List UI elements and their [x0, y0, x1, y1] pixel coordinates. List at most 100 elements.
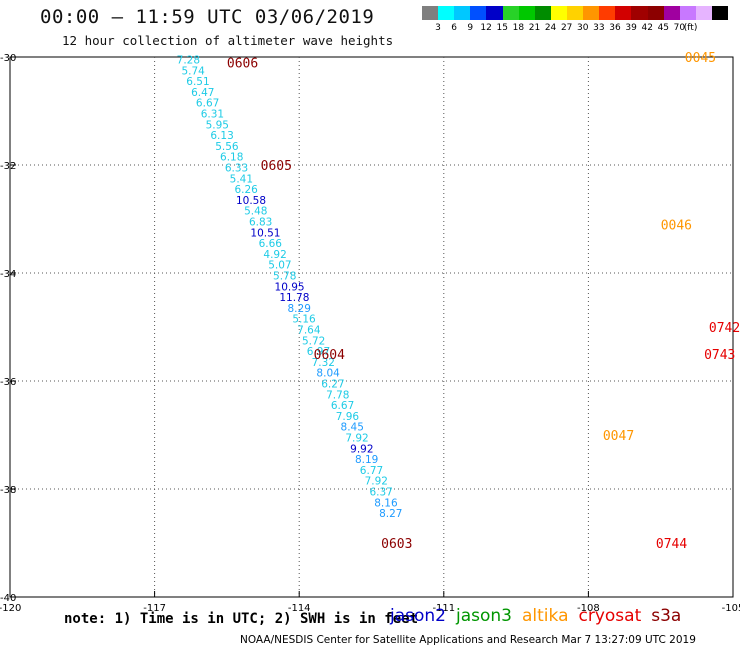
colorbar-label: (ft) [683, 23, 698, 33]
colorbar-swatch [470, 6, 487, 20]
colorbar-swatch [454, 6, 471, 20]
wave-height-value: 7.64 [297, 324, 321, 336]
colorbar-label: 45 [657, 23, 670, 33]
colorbar-label: 24 [544, 23, 557, 33]
colorbar-swatch [518, 6, 535, 20]
pass-time-label: 0604 [314, 348, 345, 363]
wave-height-value: 8.04 [316, 368, 340, 380]
wave-height-value: 5.41 [230, 173, 253, 185]
x-tick-label: -114 [288, 603, 311, 614]
wave-height-value: 10.51 [250, 227, 280, 239]
x-tick-label: -111 [432, 603, 455, 614]
wave-height-value: 5.56 [215, 141, 239, 153]
plot-frame [9, 56, 734, 598]
y-tick-label: -36 [0, 377, 16, 388]
y-tick-label: -38 [0, 485, 16, 496]
pass-time-label: 0046 [661, 218, 692, 233]
wave-height-value: 6.37 [369, 486, 392, 498]
wave-height-value: 6.13 [210, 130, 233, 142]
colorbar-swatch [631, 6, 648, 20]
wave-height-value: 6.47 [191, 87, 214, 99]
note-text: note: 1) Time is in UTC; 2) SWH is in fe… [64, 611, 419, 627]
wave-height-value: 7.96 [336, 411, 360, 423]
y-tick-label: -32 [0, 161, 16, 172]
wave-height-value: 10.95 [275, 281, 305, 293]
colorbar-label: 70 [673, 23, 686, 33]
legend-jason2: jason2 [390, 606, 446, 626]
wave-height-value: 9.92 [350, 443, 373, 455]
colorbar-swatch [422, 6, 439, 20]
credit-text: NOAA/NESDIS Center for Satellite Applica… [240, 634, 696, 646]
wave-height-value: 7.32 [312, 357, 335, 369]
wave-height-value: 5.48 [244, 206, 267, 218]
legend-cryosat: cryosat [578, 606, 642, 626]
pass-time-label: 0743 [704, 348, 735, 363]
wave-height-value: 6.67 [196, 98, 219, 110]
wave-height-value: 8.45 [341, 422, 364, 434]
wave-height-value: 5.95 [206, 119, 229, 131]
pass-time-label: 0047 [603, 429, 634, 444]
wave-height-value: 8.29 [288, 303, 311, 315]
colorbar-label: 39 [625, 23, 637, 33]
colorbar-label: 9 [467, 23, 474, 33]
wave-height-value: 5.78 [273, 270, 296, 282]
colorbar-label: 36 [609, 23, 621, 33]
colorbar-label: 3 [435, 23, 441, 33]
pass-time-label: 0603 [381, 537, 412, 552]
pass-time-label: 0606 [227, 56, 258, 71]
wave-height-value: 8.27 [379, 508, 402, 520]
wave-height-value: 5.72 [302, 335, 325, 347]
x-tick-label: -108 [577, 603, 600, 614]
colorbar-swatch [615, 6, 632, 20]
wave-height-value: 5.16 [292, 314, 316, 326]
legend-altika: altika [522, 606, 569, 626]
wave-height-value: 6.18 [220, 152, 243, 164]
y-tick-label: -34 [0, 269, 16, 280]
colorbar-label: 21 [528, 23, 541, 33]
colorbar-label: 18 [512, 23, 525, 33]
wave-height-value: 8.19 [355, 454, 378, 466]
wave-height-value: 5.07 [268, 260, 291, 272]
wave-height-value: 7.92 [345, 432, 368, 444]
colorbar-label: 42 [641, 23, 653, 33]
chart-title: 00:00 – 11:59 UTC 03/06/2019 [40, 6, 375, 28]
wave-height-value: 6.51 [186, 76, 209, 88]
colorbar-swatch [711, 6, 729, 20]
x-tick-label: -105 [722, 603, 740, 614]
colorbar-swatch [566, 6, 584, 20]
pass-time-label: 0744 [656, 537, 687, 552]
x-tick-label: -117 [143, 603, 166, 614]
colorbar-swatch [599, 6, 616, 20]
wave-height-value: 6.31 [201, 108, 224, 120]
colorbar-label: 6 [451, 23, 457, 33]
y-tick-label: -40 [0, 593, 16, 604]
colorbar-swatch [438, 6, 455, 20]
chart-subtitle: 12 hour collection of altimeter wave hei… [62, 33, 394, 48]
colorbar-label: 30 [577, 23, 589, 33]
colorbar-label: 27 [560, 23, 573, 33]
colorbar-label: 12 [480, 23, 492, 33]
wave-height-value: 11.78 [279, 292, 309, 304]
colorbar-swatch [695, 6, 712, 20]
wave-height-value: 7.28 [177, 54, 200, 66]
colorbar-label: 15 [496, 23, 508, 33]
wave-height-value: 4.92 [263, 249, 286, 261]
wave-height-value: 6.77 [360, 465, 383, 477]
y-tick-label: -30 [0, 53, 16, 64]
colorbar-swatch [534, 6, 551, 20]
colorbar-swatch [583, 6, 600, 20]
satellite-legend: jason2 jason3 altika cryosat s3a [390, 606, 691, 626]
wave-height-value: 7.78 [326, 389, 349, 401]
legend-jason3: jason3 [456, 606, 512, 626]
colorbar-swatch [647, 6, 664, 20]
colorbar-swatch [502, 6, 519, 20]
wave-height-value: 5.74 [181, 65, 205, 77]
wave-height-value: 6.67 [331, 400, 354, 412]
pass-time-label: 0605 [261, 159, 292, 174]
wave-height-value: 8.16 [374, 497, 398, 509]
wave-height-value: 7.92 [365, 476, 388, 488]
colorbar [422, 6, 729, 20]
colorbar-swatch [486, 6, 503, 20]
pass-time-label: 0742 [709, 321, 740, 336]
wave-height-value: 6.66 [259, 238, 283, 250]
